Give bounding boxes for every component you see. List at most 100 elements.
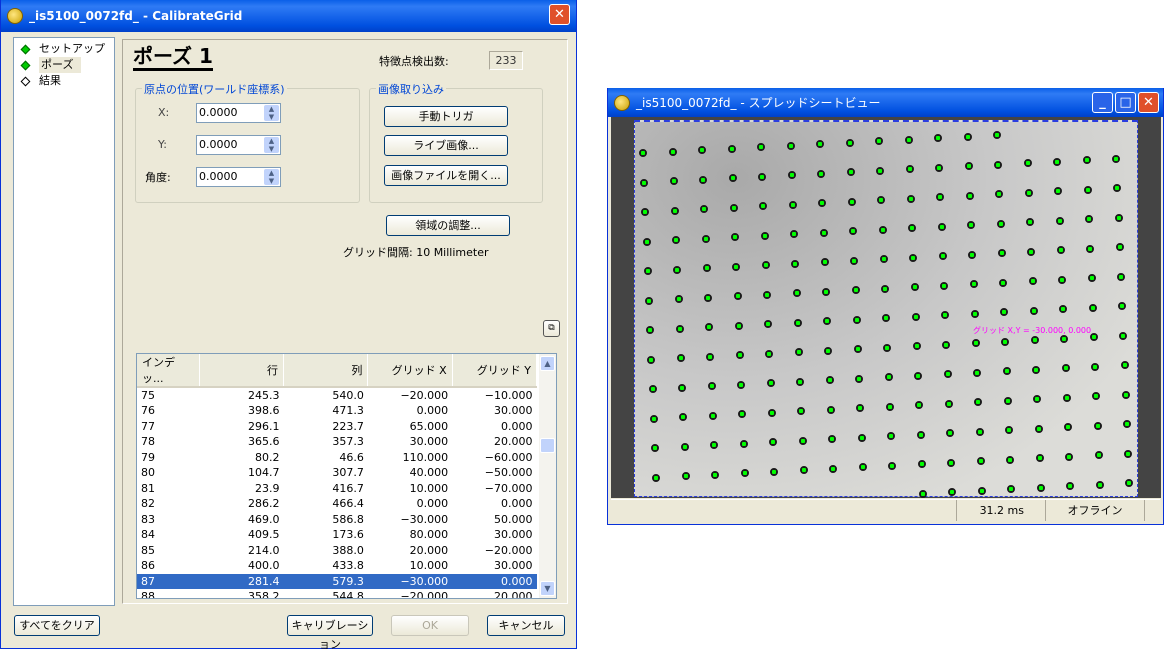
table-row[interactable]: 80 104.7 307.7 40.000 −50.000 [137, 465, 537, 481]
grid-point-marker [970, 309, 979, 318]
grid-point-marker [940, 281, 948, 290]
table-row[interactable]: 87 281.4 579.3 −30.000 0.000 [137, 573, 537, 589]
grid-point-marker [973, 368, 982, 377]
grid-point-marker [977, 486, 986, 495]
grid-point-marker [642, 237, 651, 246]
table-row[interactable]: 83 469.0 586.8 −30.000 50.000 [137, 512, 537, 528]
close-button[interactable]: ✕ [549, 4, 570, 25]
table-row[interactable]: 75 245.3 540.0 −20.000 −10.000 [137, 387, 537, 403]
table-row[interactable]: 79 80.2 46.6 110.000 −60.000 [137, 450, 537, 466]
grid-point-marker [799, 466, 808, 474]
grid-point-marker [877, 196, 886, 204]
calibrate-button[interactable]: キャリブレーション [287, 615, 373, 651]
grid-point-marker [1000, 308, 1009, 316]
grid-point-marker [678, 383, 687, 392]
grid-point-marker [1059, 305, 1068, 313]
open-image-file-button[interactable]: 画像ファイルを開く... [384, 165, 508, 186]
table-row[interactable]: 85 214.0 388.0 20.000 −20.000 [137, 543, 537, 559]
grid-point-marker [824, 346, 833, 355]
grid-point-marker [999, 278, 1007, 287]
grid-point-marker [946, 429, 954, 437]
grid-point-marker [1003, 396, 1012, 405]
table-row[interactable]: 78 365.6 357.3 30.000 20.000 [137, 434, 537, 450]
table-cell: 30.000 [494, 559, 533, 573]
grid-point-marker [885, 402, 894, 411]
grid-point-marker [1125, 479, 1134, 487]
table-row[interactable]: 81 23.9 416.7 10.000 −70.000 [137, 481, 537, 497]
grid-point-marker [964, 162, 973, 170]
green-diamond-icon [20, 44, 31, 54]
column-grid-y[interactable]: グリッド Y [452, 354, 538, 388]
table-row[interactable]: 77 296.1 223.7 65.000 0.000 [137, 419, 537, 435]
grid-point-marker [856, 404, 865, 412]
tree-item-setup[interactable]: セットアップ [14, 41, 114, 57]
grid-point-marker [845, 138, 854, 147]
grid-point-marker [968, 250, 977, 259]
grid-point-marker [699, 175, 708, 184]
grid-point-marker [705, 323, 714, 331]
table-row[interactable]: 82 286.2 466.4 0.000 0.000 [137, 496, 537, 512]
grid-point-marker [875, 137, 883, 145]
angle-spinner[interactable]: 0.0000 ▲ ▼ [196, 167, 281, 187]
column-index[interactable]: インデッ... [137, 354, 200, 388]
grid-point-marker [1060, 334, 1069, 343]
app-icon [7, 8, 23, 24]
minimize-button[interactable]: _ [1092, 92, 1113, 113]
grid-point-marker [976, 457, 985, 465]
scroll-down-icon[interactable]: ▼ [540, 581, 555, 596]
grid-point-marker [850, 256, 859, 265]
spin-arrows-icon[interactable]: ▲ ▼ [264, 105, 279, 121]
grid-point-marker [1028, 277, 1037, 285]
grid-point-marker [1113, 184, 1122, 192]
clear-all-button[interactable]: すべてをクリア [14, 615, 100, 636]
scroll-up-icon[interactable]: ▲ [540, 356, 555, 371]
close-button[interactable]: ✕ [1138, 92, 1159, 113]
grid-point-marker [1115, 243, 1124, 251]
grid-point-marker [796, 377, 805, 386]
scroll-thumb[interactable] [540, 438, 555, 453]
ok-button[interactable]: OK [391, 615, 469, 636]
grid-point-marker [849, 227, 858, 235]
table-cell: 88 [141, 590, 155, 599]
grid-point-marker [1023, 159, 1032, 167]
table-cell: 296.1 [248, 419, 280, 433]
table-row[interactable]: 84 409.5 173.6 80.000 30.000 [137, 527, 537, 543]
cancel-button[interactable]: キャンセル [487, 615, 565, 636]
table-cell: 416.7 [332, 481, 364, 495]
tree-item-results[interactable]: 結果 [14, 73, 114, 89]
grid-point-marker [1118, 302, 1127, 310]
column-row[interactable]: 行 [199, 354, 285, 388]
table-row[interactable]: 86 400.0 433.8 10.000 30.000 [137, 558, 537, 574]
grid-point-marker [787, 171, 796, 179]
grid-point-marker [729, 203, 738, 212]
adjust-region-button[interactable]: 領域の調整... [386, 215, 510, 236]
manual-trigger-button[interactable]: 手動トリガ [384, 106, 508, 127]
spin-arrows-icon[interactable]: ▲ ▼ [264, 137, 279, 153]
table-row[interactable]: 88 358.2 544.8 −20.000 20.000 [137, 589, 537, 599]
maximize-button[interactable]: □ [1115, 92, 1136, 113]
origin-y-spinner[interactable]: 0.0000 ▲ ▼ [196, 135, 281, 155]
grid-point-marker [1094, 451, 1103, 459]
origin-x-spinner[interactable]: 0.0000 ▲ ▼ [196, 103, 281, 123]
table-cell: 50.000 [494, 512, 533, 526]
table-scrollbar[interactable]: ▲ ▼ [539, 354, 556, 598]
dialog-titlebar[interactable]: _is5100_0072fd_ - CalibrateGrid ✕ [1, 0, 576, 32]
image-viewport[interactable]: グリッド X,Y = -30.000, 0.000 [611, 117, 1161, 498]
spin-arrows-icon[interactable]: ▲ ▼ [264, 169, 279, 185]
grid-point-marker [995, 190, 1004, 198]
table-row[interactable]: 76 398.6 471.3 0.000 30.000 [137, 403, 537, 419]
viewer-titlebar[interactable]: _is5100_0072fd_ - スプレッドシートビュー _ □ ✕ [608, 88, 1163, 117]
grid-point-marker [731, 233, 740, 241]
table-cell: 75 [141, 389, 155, 402]
table-cell: −10.000 [484, 389, 533, 402]
grid-point-marker [876, 166, 885, 175]
live-image-button[interactable]: ライブ画像... [384, 135, 508, 156]
tree-item-pose[interactable]: ポーズ [14, 57, 114, 73]
grid-point-marker [680, 442, 689, 451]
column-col[interactable]: 列 [283, 354, 369, 388]
grid-point-marker [1035, 454, 1044, 462]
copy-icon-button[interactable]: ⧉ [543, 320, 560, 337]
grid-point-marker [853, 345, 862, 353]
column-grid-x[interactable]: グリッド X [367, 354, 453, 388]
calibration-grid-image[interactable]: グリッド X,Y = -30.000, 0.000 [634, 120, 1138, 498]
